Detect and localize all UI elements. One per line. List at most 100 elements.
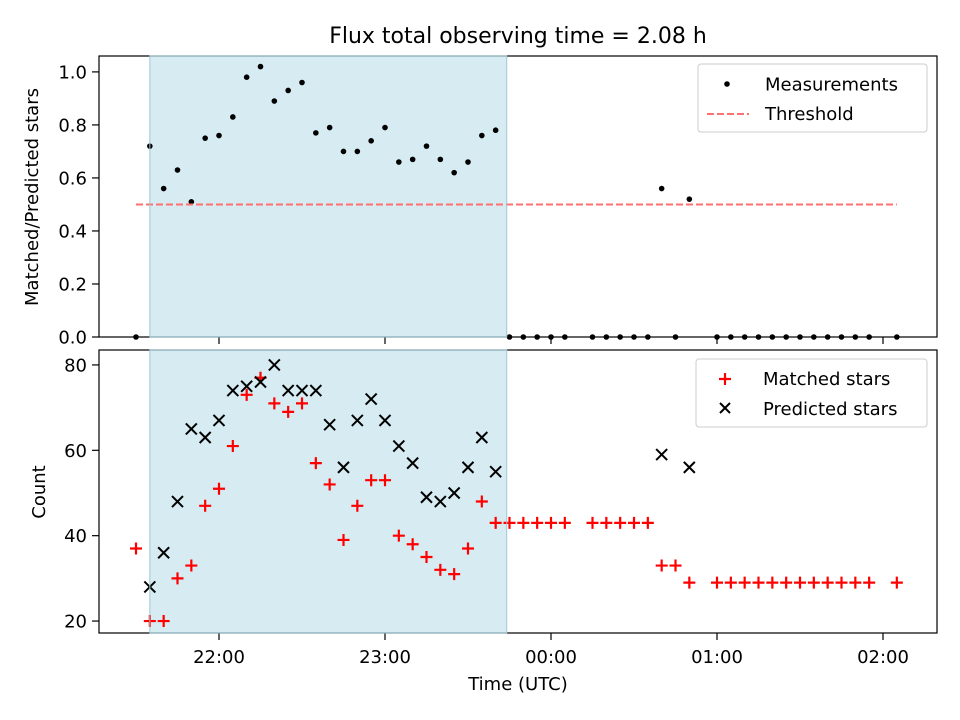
y-tick-label: 0.4	[58, 221, 87, 242]
top-x-axis	[218, 337, 884, 344]
measurement-point	[299, 79, 305, 86]
matched-star-point	[628, 516, 640, 529]
matched-star-point	[171, 572, 184, 585]
legend-marker-matched	[719, 373, 731, 385]
top-legend-box	[697, 63, 928, 133]
top-shaded-span	[149, 56, 507, 337]
matched-star-point	[448, 568, 461, 581]
measurement-point	[257, 63, 264, 70]
bottom-legend: Matched stars Predicted stars	[695, 358, 928, 428]
top-axes-frame	[98, 55, 938, 338]
predicted-star-point	[337, 461, 350, 474]
y-tick-label: 0.0	[58, 328, 87, 349]
matched-star-point	[794, 576, 806, 589]
measurement-point	[658, 185, 665, 192]
measurement-point	[451, 169, 457, 176]
matched-star-point	[614, 516, 627, 529]
matched-star-point	[365, 474, 378, 487]
matched-star-point	[337, 533, 350, 546]
matched-star-point	[835, 576, 848, 589]
matched-star-point	[475, 495, 488, 508]
measurement-point	[437, 156, 444, 163]
matched-star-point	[226, 440, 239, 453]
predicted-star-point	[683, 461, 696, 474]
predicted-star-point	[254, 375, 267, 389]
matched-star-point	[711, 576, 723, 589]
y-tick-label: 60	[64, 441, 87, 462]
predicted-star-point	[240, 380, 253, 393]
x-tick-label: 02:00	[857, 647, 909, 668]
predicted-star-point	[420, 491, 433, 504]
predicted-star-point	[185, 422, 198, 436]
bottom-axes-frame	[98, 349, 938, 634]
measurement-point	[174, 167, 181, 173]
matched-star-point	[724, 576, 737, 589]
predicted-star-point	[475, 431, 489, 444]
matched-star-point	[545, 516, 557, 529]
measurement-point	[160, 185, 167, 192]
matched-star-point	[683, 576, 696, 589]
predicted-star-point	[655, 448, 668, 461]
predicted-star-point	[392, 439, 406, 453]
legend-marker-predicted	[719, 402, 731, 414]
predicted-star-point	[434, 495, 447, 508]
predicted-star-point	[351, 414, 364, 427]
measurement-point	[326, 124, 333, 131]
x-axis-label: Time (UTC)	[467, 674, 568, 695]
shaded-span-edge	[149, 349, 508, 634]
matched-star-point	[780, 576, 793, 589]
predicted-star-point	[323, 418, 336, 431]
matched-star-point	[738, 576, 751, 589]
measurement-point	[340, 148, 347, 155]
matched-star-point	[503, 516, 516, 529]
matched-star-point	[406, 538, 419, 551]
predicted-star-point	[226, 384, 240, 397]
measurement-point	[492, 127, 499, 134]
top-y-label: Matched/Predicted stars	[22, 88, 43, 306]
measurement-point	[313, 130, 319, 136]
matched-star-point	[517, 516, 530, 529]
matched-star-point	[641, 516, 654, 529]
legend-marker-measurements	[724, 81, 730, 87]
x-tick-label: 00:00	[525, 647, 577, 668]
matched-star-point	[296, 397, 308, 410]
measurement-point	[188, 199, 195, 205]
matched-star-point	[213, 482, 225, 495]
matched-star-point	[392, 529, 405, 542]
x-tick-label: 22:00	[193, 647, 245, 668]
matched-star-point	[863, 576, 876, 589]
matched-star-point	[600, 516, 613, 529]
y-tick-label: 0.6	[58, 168, 87, 189]
measurement-point	[230, 114, 236, 120]
matched-star-point	[268, 397, 281, 410]
predicted-star-point	[281, 384, 295, 397]
predicted-star-point	[198, 431, 212, 444]
measurement-point	[396, 159, 402, 165]
top-legend: Measurements Threshold	[697, 63, 928, 133]
matched-star-point	[462, 542, 474, 555]
legend-label-measurements: Measurements	[765, 75, 898, 96]
measurement-point	[354, 148, 361, 155]
bottom-y-axis: 20 40 60 80	[64, 355, 99, 633]
matched-star-point	[157, 615, 170, 628]
predicted-star-point	[268, 358, 281, 372]
measurement-point	[271, 98, 278, 104]
legend-label-predicted: Predicted stars	[763, 399, 897, 420]
y-tick-label: 20	[64, 612, 87, 633]
matched-star-point	[890, 576, 903, 589]
bottom-legend-box	[695, 358, 928, 428]
matched-star-point	[558, 516, 571, 529]
y-tick-label: 0.8	[58, 115, 87, 136]
predicted-star-point	[406, 456, 419, 470]
matched-star-point	[849, 576, 862, 589]
measurement-point	[686, 196, 693, 202]
measurement-point	[216, 132, 222, 139]
measurement-point	[423, 143, 430, 149]
predicted-star-point	[378, 414, 392, 427]
top-y-axis: 0.0 0.2 0.4 0.6 0.8 1.0	[58, 62, 99, 349]
predicted-star-point	[157, 546, 170, 559]
predicted-star-point	[295, 384, 309, 397]
x-tick-label: 23:00	[359, 647, 411, 668]
measurement-point	[382, 124, 388, 131]
